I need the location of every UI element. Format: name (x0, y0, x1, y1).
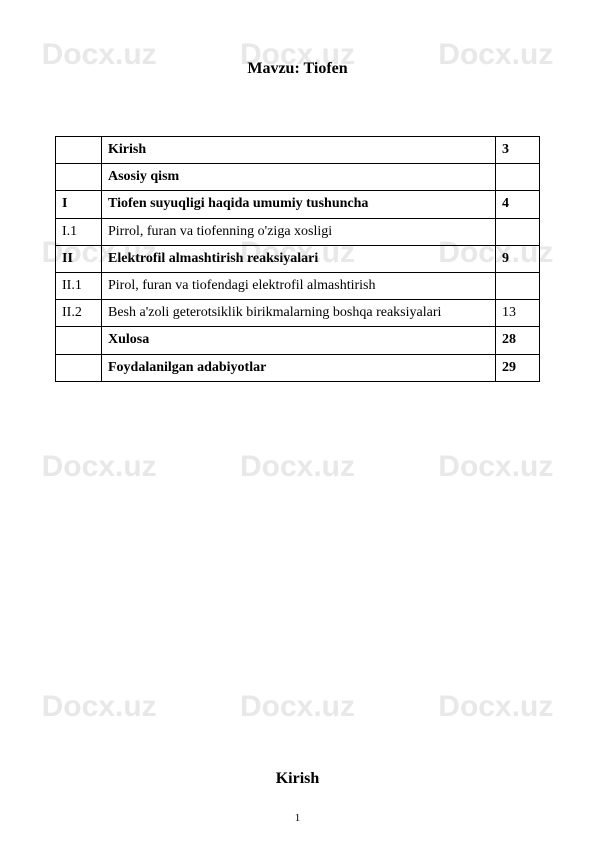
toc-title-cell: Besh a'zoli geterotsiklik birikmalarning… (102, 300, 496, 327)
toc-number-cell: I (56, 191, 102, 218)
toc-page-cell (496, 218, 540, 245)
toc-page-cell (496, 272, 540, 299)
toc-page-cell: 3 (496, 137, 540, 164)
table-row: Kirish3 (56, 137, 540, 164)
table-row: I.1Pirrol, furan va tiofenning o'ziga xo… (56, 218, 540, 245)
toc-page-cell: 4 (496, 191, 540, 218)
toc-page-cell: 9 (496, 245, 540, 272)
toc-title-cell: Pirrol, furan va tiofenning o'ziga xosli… (102, 218, 496, 245)
page-content: Mavzu: Tiofen Kirish3Asosiy qismITiofen … (0, 0, 595, 842)
toc-title-cell: Pirol, furan va tiofendagi elektrofil al… (102, 272, 496, 299)
table-row: IIElektrofil almashtirish reaksiyalari9 (56, 245, 540, 272)
page-title: Mavzu: Tiofen (55, 60, 540, 78)
toc-number-cell (56, 164, 102, 191)
toc-table: Kirish3Asosiy qismITiofen suyuqligi haqi… (55, 136, 540, 382)
table-row: II.1Pirol, furan va tiofendagi elektrofi… (56, 272, 540, 299)
table-row: Xulosa28 (56, 327, 540, 354)
toc-title-cell: Xulosa (102, 327, 496, 354)
toc-page-cell: 13 (496, 300, 540, 327)
toc-number-cell: I.1 (56, 218, 102, 245)
toc-title-cell: Elektrofil almashtirish reaksiyalari (102, 245, 496, 272)
toc-number-cell (56, 354, 102, 381)
table-row: ITiofen suyuqligi haqida umumiy tushunch… (56, 191, 540, 218)
toc-page-cell (496, 164, 540, 191)
toc-number-cell: II (56, 245, 102, 272)
table-row: Foydalanilgan adabiyotlar29 (56, 354, 540, 381)
toc-title-cell: Foydalanilgan adabiyotlar (102, 354, 496, 381)
toc-number-cell: II.2 (56, 300, 102, 327)
toc-page-cell: 28 (496, 327, 540, 354)
toc-number-cell (56, 327, 102, 354)
table-row: II.2Besh a'zoli geterotsiklik birikmalar… (56, 300, 540, 327)
toc-title-cell: Tiofen suyuqligi haqida umumiy tushuncha (102, 191, 496, 218)
toc-title-cell: Asosiy qism (102, 164, 496, 191)
toc-number-cell: II.1 (56, 272, 102, 299)
table-row: Asosiy qism (56, 164, 540, 191)
toc-title-cell: Kirish (102, 137, 496, 164)
toc-page-cell: 29 (496, 354, 540, 381)
toc-number-cell (56, 137, 102, 164)
